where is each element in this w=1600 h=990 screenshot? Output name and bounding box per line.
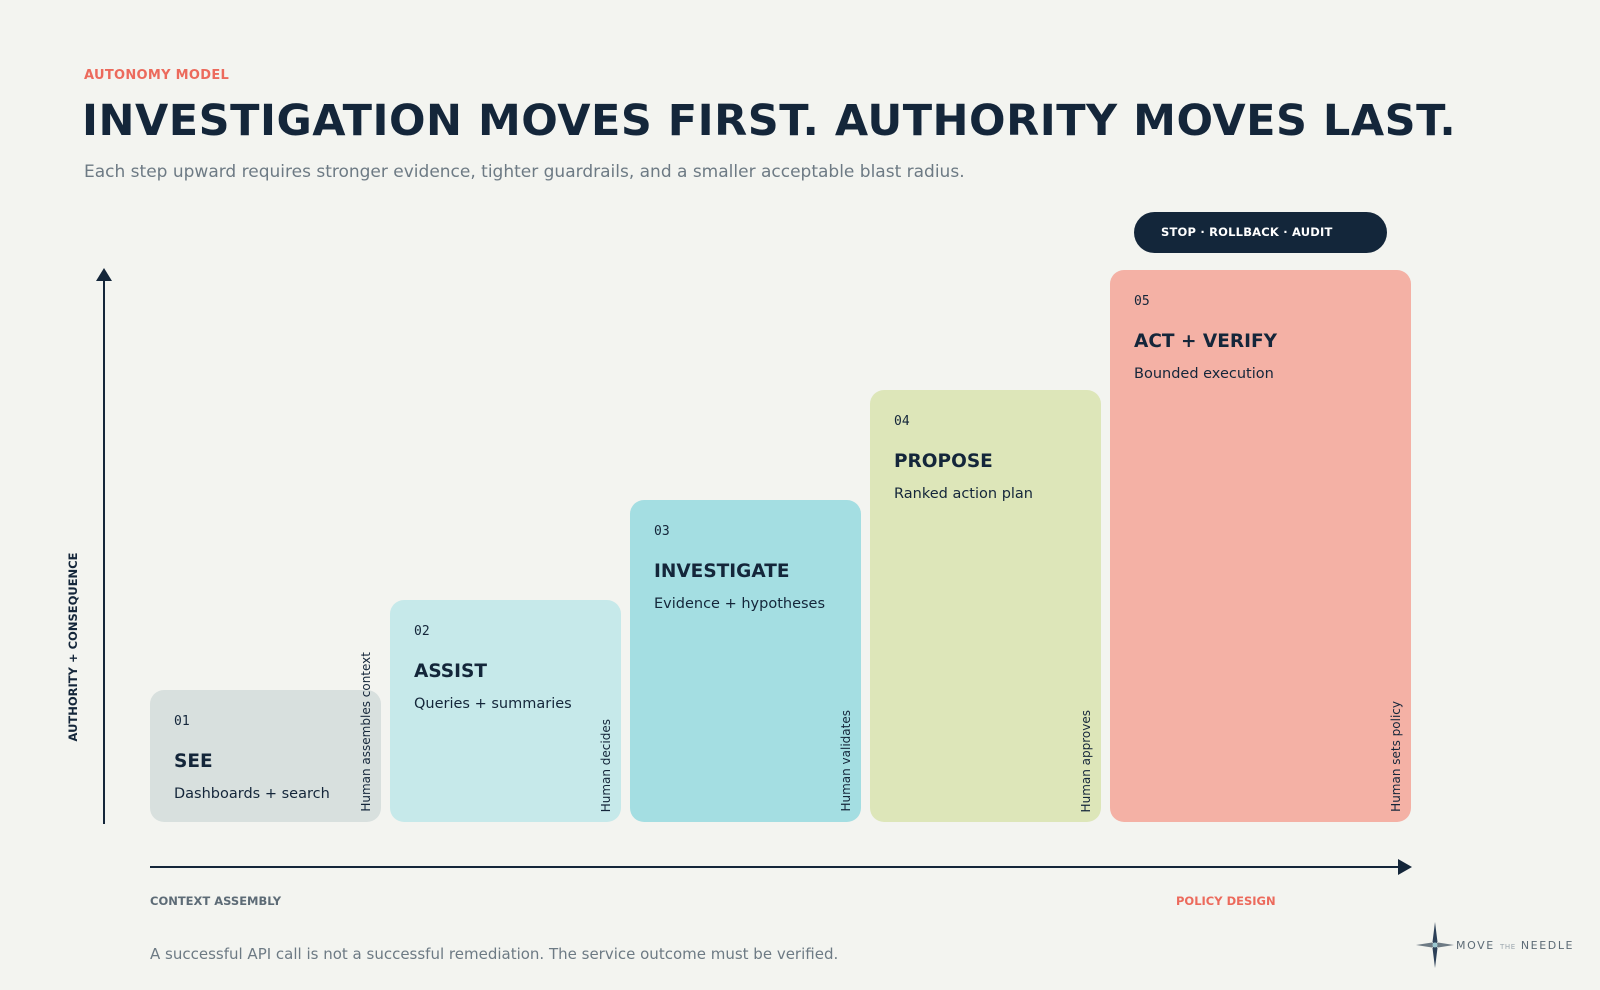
y-axis-arrowhead	[96, 268, 112, 281]
y-axis-label: AUTHORITY + CONSEQUENCE	[66, 552, 80, 742]
step-title: INVESTIGATE	[654, 561, 790, 582]
step-human-role: Human validates	[839, 710, 853, 812]
step-number: 05	[1134, 294, 1150, 309]
step-title: ACT + VERIFY	[1134, 331, 1278, 352]
step-title: PROPOSE	[894, 451, 993, 472]
step-number: 04	[894, 414, 910, 429]
step-card-see: 01 SEE Dashboards + search Human assembl…	[150, 652, 381, 822]
step-human-role: Human approves	[1079, 709, 1093, 812]
x-axis-start-label: CONTEXT ASSEMBLY	[150, 894, 282, 908]
step-human-role: Human assembles context	[359, 652, 373, 812]
x-axis-arrowhead	[1398, 859, 1412, 875]
step-human-role: Human sets policy	[1389, 701, 1403, 812]
step-description: Ranked action plan	[894, 486, 1033, 502]
step-number: 03	[654, 524, 670, 539]
step-description: Evidence + hypotheses	[654, 596, 826, 612]
page-title: INVESTIGATION MOVES FIRST. AUTHORITY MOV…	[82, 96, 1457, 146]
step-human-role: Human decides	[599, 718, 613, 812]
step-description: Bounded execution	[1134, 366, 1274, 382]
step-card-assist: 02 ASSIST Queries + summaries Human deci…	[390, 600, 621, 822]
step-description: Dashboards + search	[174, 786, 330, 802]
step-description: Queries + summaries	[414, 696, 572, 712]
x-axis-line	[150, 866, 1400, 868]
brand-logo: MOVE THE NEEDLE	[1416, 922, 1574, 968]
step-number: 01	[174, 714, 190, 729]
step-title: SEE	[174, 751, 213, 772]
page-subtitle: Each step upward requires stronger evide…	[84, 162, 965, 182]
eyebrow-label: AUTONOMY MODEL	[84, 68, 230, 83]
x-axis-end-label: POLICY DESIGN	[1176, 894, 1276, 908]
y-axis-line	[103, 276, 105, 824]
step-card-investigate: 03 INVESTIGATE Evidence + hypotheses Hum…	[630, 500, 861, 822]
guardrail-badge: STOP · ROLLBACK · AUDIT	[1134, 212, 1387, 253]
step-number: 02	[414, 624, 430, 639]
step-card-act-verify: 05 ACT + VERIFY Bounded execution Human …	[1110, 270, 1411, 822]
brand-wordmark: MOVE THE NEEDLE	[1456, 938, 1575, 952]
step-title: ASSIST	[414, 661, 487, 682]
footnote: A successful API call is not a successfu…	[150, 945, 839, 963]
compass-star-icon	[1416, 922, 1454, 968]
step-card-propose: 04 PROPOSE Ranked action plan Human appr…	[870, 390, 1101, 822]
